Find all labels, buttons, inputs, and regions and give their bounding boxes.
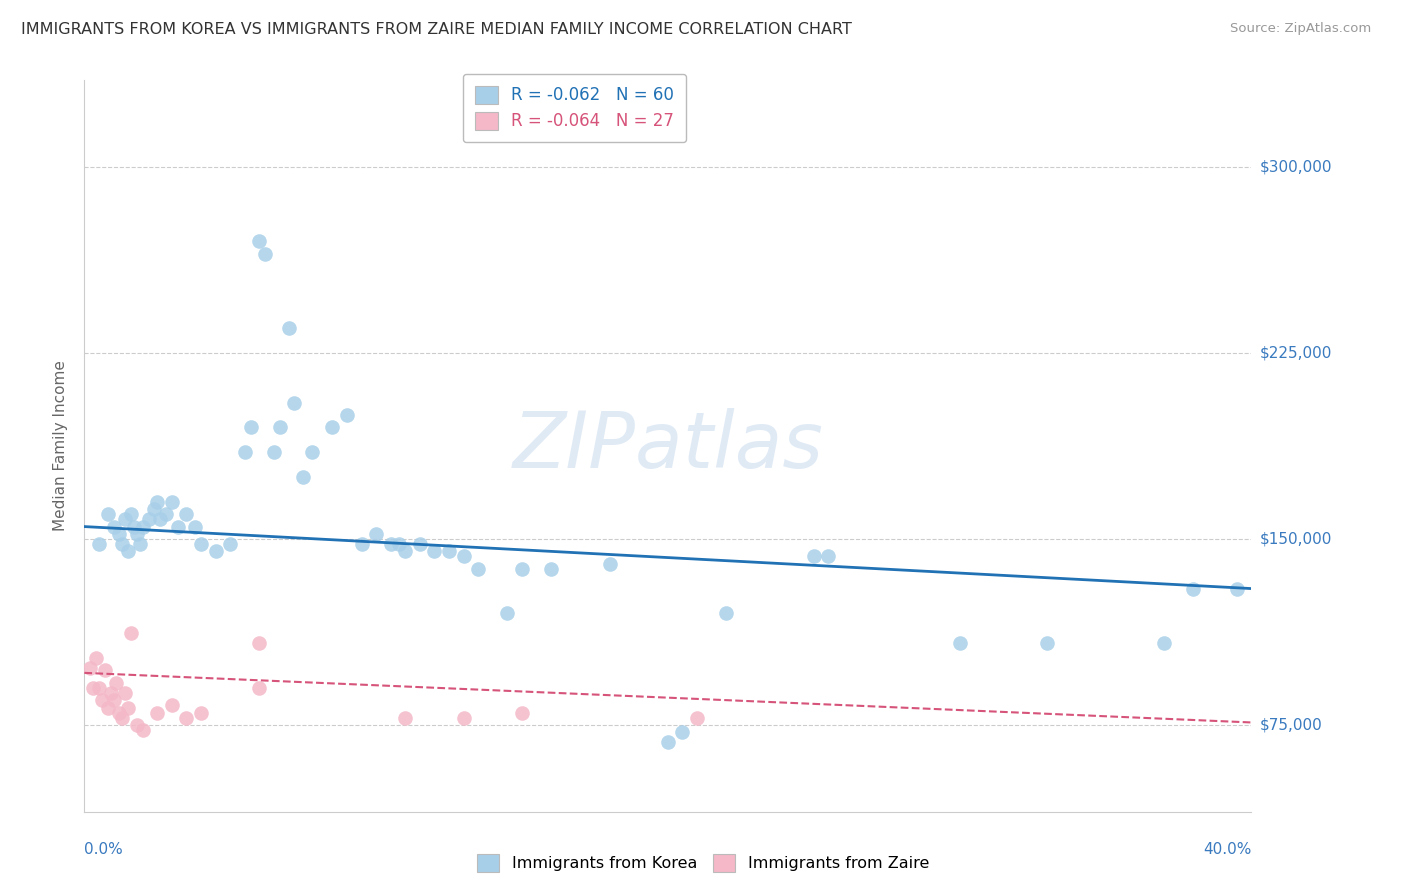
Point [321, 420, 343, 434]
Point [125, 718, 148, 732]
Point [219, 537, 242, 551]
Point [204, 544, 226, 558]
Point [190, 706, 212, 720]
Point [686, 710, 709, 724]
Point [160, 698, 183, 712]
Point [263, 445, 285, 459]
Point [190, 537, 212, 551]
Point [453, 710, 475, 724]
Point [146, 495, 169, 509]
Point [283, 395, 305, 409]
Point [803, 549, 825, 564]
Point [125, 527, 148, 541]
Point [1036, 636, 1059, 650]
Y-axis label: Median Family Income: Median Family Income [53, 360, 69, 532]
Text: Source: ZipAtlas.com: Source: ZipAtlas.com [1230, 22, 1371, 36]
Text: $75,000: $75,000 [1260, 717, 1323, 732]
Point [108, 706, 131, 720]
Point [510, 706, 533, 720]
Point [233, 445, 256, 459]
Point [269, 420, 291, 434]
Text: IMMIGRANTS FROM KOREA VS IMMIGRANTS FROM ZAIRE MEDIAN FAMILY INCOME CORRELATION : IMMIGRANTS FROM KOREA VS IMMIGRANTS FROM… [21, 22, 852, 37]
Point [1226, 582, 1249, 596]
Point [1153, 636, 1175, 650]
Point [249, 235, 271, 249]
Point [467, 562, 489, 576]
Point [117, 544, 139, 558]
Point [949, 636, 972, 650]
Point [103, 519, 125, 533]
Point [671, 725, 693, 739]
Point [120, 507, 142, 521]
Point [97, 507, 120, 521]
Point [111, 710, 134, 724]
Point [239, 420, 262, 434]
Point [111, 537, 134, 551]
Point [155, 507, 177, 521]
Point [103, 693, 125, 707]
Point [82, 681, 104, 695]
Point [350, 537, 373, 551]
Point [176, 507, 198, 521]
Point [254, 247, 277, 261]
Point [510, 562, 533, 576]
Point [437, 544, 460, 558]
Point [122, 519, 145, 533]
Point [366, 527, 388, 541]
Point [114, 512, 136, 526]
Point [97, 700, 120, 714]
Point [453, 549, 475, 564]
Point [120, 626, 142, 640]
Point [657, 735, 679, 749]
Point [380, 537, 402, 551]
Point [249, 636, 271, 650]
Point [249, 681, 271, 695]
Point [166, 519, 188, 533]
Text: 0.0%: 0.0% [84, 842, 124, 857]
Point [599, 557, 621, 571]
Text: ZIPatlas: ZIPatlas [512, 408, 824, 484]
Point [94, 664, 117, 678]
Point [108, 527, 131, 541]
Point [176, 710, 198, 724]
Point [149, 512, 172, 526]
Point [132, 519, 155, 533]
Point [409, 537, 432, 551]
Point [90, 693, 112, 707]
Point [496, 607, 519, 621]
Point [394, 710, 416, 724]
Legend: R = -0.062   N = 60, R = -0.064   N = 27: R = -0.062 N = 60, R = -0.064 N = 27 [463, 74, 686, 142]
Point [1182, 582, 1205, 596]
Text: $150,000: $150,000 [1260, 532, 1331, 547]
Point [277, 321, 299, 335]
Point [540, 562, 562, 576]
Point [301, 445, 323, 459]
Point [716, 607, 738, 621]
Point [160, 495, 183, 509]
Text: 40.0%: 40.0% [1204, 842, 1251, 857]
Point [105, 675, 128, 690]
Text: $300,000: $300,000 [1260, 160, 1331, 175]
Text: $225,000: $225,000 [1260, 345, 1331, 360]
Point [292, 470, 315, 484]
Point [184, 519, 207, 533]
Point [128, 537, 150, 551]
Point [87, 537, 110, 551]
Point [100, 686, 122, 700]
Point [817, 549, 839, 564]
Point [138, 512, 160, 526]
Point [84, 651, 107, 665]
Point [117, 700, 139, 714]
Legend: Immigrants from Korea, Immigrants from Zaire: Immigrants from Korea, Immigrants from Z… [468, 847, 938, 880]
Point [388, 537, 411, 551]
Point [143, 502, 166, 516]
Point [394, 544, 416, 558]
Point [336, 408, 359, 422]
Point [423, 544, 446, 558]
Point [87, 681, 110, 695]
Point [132, 723, 155, 737]
Point [79, 661, 101, 675]
Point [146, 706, 169, 720]
Point [114, 686, 136, 700]
